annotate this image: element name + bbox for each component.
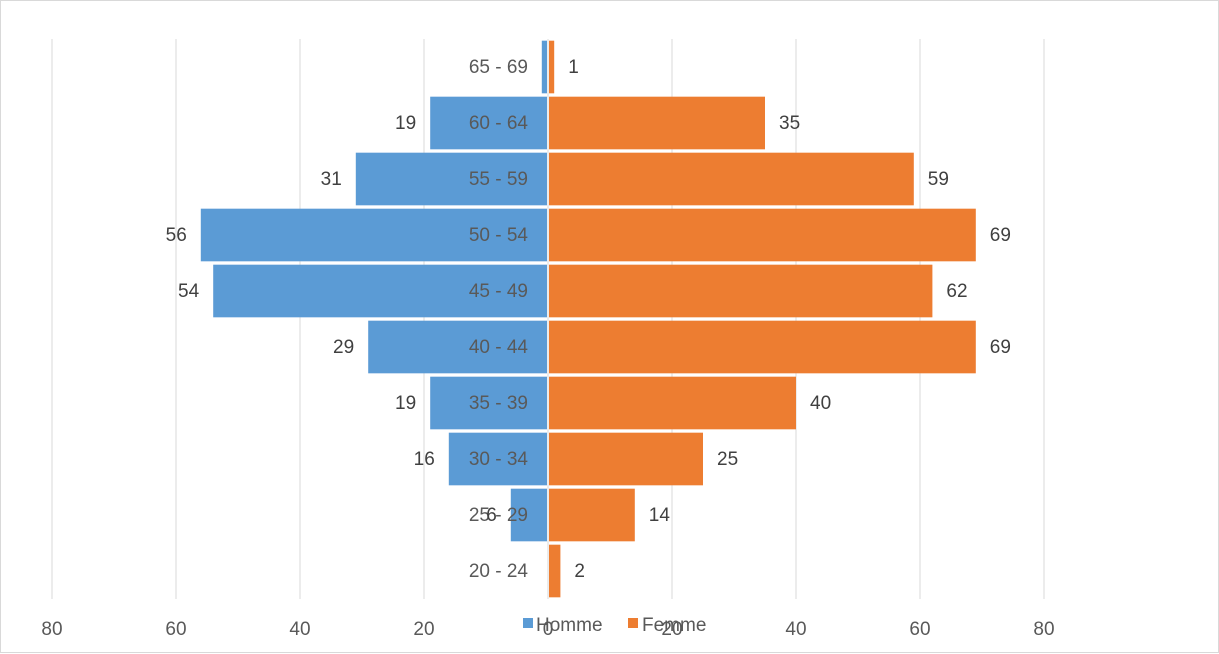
bar-femme xyxy=(549,264,933,318)
x-tick-label: 40 xyxy=(785,619,806,640)
data-label-homme: 19 xyxy=(395,393,416,414)
bar-homme xyxy=(430,96,547,150)
bar-homme xyxy=(213,264,547,318)
bar-femme xyxy=(549,488,635,542)
category-labels: 65 - 69 60 - 64 55 - 59 50 - 54 45 - 49 40 - … xyxy=(469,57,529,582)
data-label-femme: 69 xyxy=(990,225,1011,246)
x-tick-label: 20 xyxy=(413,619,434,640)
bar-femme xyxy=(549,320,976,374)
x-axis-tick-labels: 80 60 40 20 0 20 40 60 80 xyxy=(41,619,1054,640)
bar-femme xyxy=(549,376,796,430)
bar-homme xyxy=(355,152,547,206)
data-label-femme: 1 xyxy=(568,57,579,78)
x-tick-label: 80 xyxy=(1033,619,1054,640)
bar-femme xyxy=(549,40,555,94)
data-label-homme: 54 xyxy=(178,281,200,302)
legend-label-femme: Femme xyxy=(642,615,706,636)
bar-femme xyxy=(549,208,976,262)
data-label-femme: 2 xyxy=(574,561,585,582)
data-label-femme: 35 xyxy=(779,113,800,134)
x-tick-label: 80 xyxy=(41,619,62,640)
bar-homme xyxy=(510,488,547,542)
category-label: 40 - 44 xyxy=(469,337,529,358)
category-label: 60 - 64 xyxy=(469,113,529,134)
category-label: 35 - 39 xyxy=(469,393,528,414)
x-tick-label: 40 xyxy=(289,619,310,640)
legend-label-homme: Homme xyxy=(536,615,603,636)
data-label-homme: 6 xyxy=(486,505,497,526)
category-label: 55 - 59 xyxy=(469,169,528,190)
x-tick-label: 60 xyxy=(909,619,930,640)
bar-femme xyxy=(549,96,765,150)
category-label: 20 - 24 xyxy=(469,561,529,582)
data-label-homme: 19 xyxy=(395,113,416,134)
category-label: 65 - 69 xyxy=(469,57,528,78)
bar-homme xyxy=(368,320,547,374)
x-tick-label: 60 xyxy=(165,619,186,640)
bar-homme xyxy=(448,432,547,486)
data-label-femme: 62 xyxy=(946,281,967,302)
category-label: 30 - 34 xyxy=(469,449,529,470)
category-label: 50 - 54 xyxy=(469,225,529,246)
bar-homme xyxy=(541,40,547,94)
data-label-femme: 40 xyxy=(810,393,831,414)
bar-homme xyxy=(430,376,547,430)
x-tick-label: 0 xyxy=(543,619,554,640)
category-label: 25 - 29 xyxy=(469,505,528,526)
data-label-homme: 31 xyxy=(321,169,342,190)
category-label: 45 - 49 xyxy=(469,281,528,302)
data-label-femme: 25 xyxy=(717,449,738,470)
bar-femme xyxy=(549,152,914,206)
bar-femme xyxy=(549,432,703,486)
data-labels: 19 31 56 54 29 19 16 6 1 35 59 69 62 69 40 25 14 2 xyxy=(166,57,1011,582)
legend: Homme Femme xyxy=(523,615,706,636)
gridlines xyxy=(51,39,1045,599)
data-label-homme: 29 xyxy=(333,337,354,358)
legend-swatch-homme xyxy=(523,618,533,628)
data-label-femme: 69 xyxy=(990,337,1011,358)
bars xyxy=(200,40,976,598)
data-label-homme: 56 xyxy=(166,225,187,246)
data-label-femme: 59 xyxy=(928,169,949,190)
bar-homme xyxy=(200,208,548,262)
legend-swatch-femme xyxy=(628,618,638,628)
x-tick-label: 20 xyxy=(661,619,682,640)
data-label-femme: 14 xyxy=(649,505,671,526)
data-label-homme: 16 xyxy=(414,449,435,470)
bar-femme xyxy=(549,544,561,598)
